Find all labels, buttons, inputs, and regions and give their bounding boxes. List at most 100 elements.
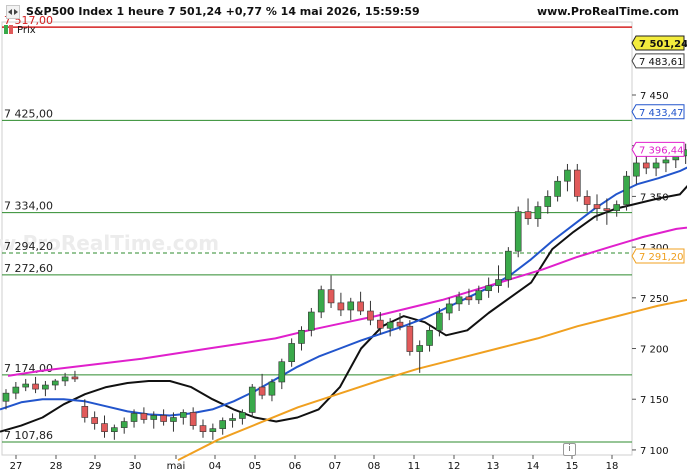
moving-average-line <box>7 226 687 377</box>
horizontal-level-label[interactable]: 7 425,00 <box>4 107 53 120</box>
x-axis-tick-label: 08 <box>368 461 381 472</box>
price-tag-label: 7 291,20 <box>639 252 684 263</box>
candle-body <box>150 415 158 420</box>
x-axis-tick-label: 12 <box>448 461 461 472</box>
candle-body <box>120 421 128 428</box>
candle-body <box>308 311 315 331</box>
plot-area <box>1 21 633 456</box>
candle-body <box>42 384 49 390</box>
candle-body <box>642 162 650 169</box>
price-tag: 7 501,24 <box>631 35 687 51</box>
candle-body <box>170 417 177 422</box>
candle-body <box>416 345 424 352</box>
price-legend[interactable]: Prix <box>4 25 36 36</box>
price-tag-label: 7 396,44 <box>639 145 684 156</box>
x-axis-tick-label: 30 <box>129 461 142 472</box>
price-tag-label: 7 501,24 <box>639 39 687 50</box>
candle-body <box>337 302 345 311</box>
y-axis-tick-label: 7 350 <box>640 192 669 203</box>
candle-body <box>199 425 207 432</box>
x-axis-tick-label: 06 <box>289 461 302 472</box>
candle-body <box>81 406 89 418</box>
x-axis-tick-label: 18 <box>606 461 619 472</box>
candle-body <box>534 206 542 220</box>
candle-body <box>455 296 463 305</box>
horizontal-level-label[interactable]: 7 334,00 <box>4 200 53 213</box>
candle-body <box>101 423 108 432</box>
candle-body <box>386 321 394 329</box>
moving-average-line <box>177 298 687 461</box>
candle-body <box>505 250 512 280</box>
candle-body <box>652 162 660 169</box>
x-axis-tick-label: 27 <box>10 461 23 472</box>
candle-body <box>514 211 522 252</box>
candle-body <box>268 381 276 396</box>
candle-body <box>317 289 325 313</box>
candle-body <box>475 290 483 301</box>
candle-body <box>189 412 197 426</box>
x-axis-tick-label: 29 <box>89 461 102 472</box>
candle-body <box>248 386 256 413</box>
moving-average-line <box>0 185 687 433</box>
horizontal-level-label[interactable]: 7 294,20 <box>4 240 53 253</box>
x-axis-tick-label: 13 <box>487 461 500 472</box>
candle-body <box>554 180 561 197</box>
price-tag: 7 291,20 <box>631 248 685 264</box>
info-icon[interactable]: i <box>563 443 576 456</box>
x-axis-tick-label: 07 <box>329 461 342 472</box>
candle-body <box>180 412 187 418</box>
chart-title: S&P500 Index 1 heure 7 501,24 +0,77 % 14… <box>26 5 420 18</box>
candle-body <box>219 420 226 429</box>
price-tag-box <box>631 141 685 157</box>
watermark: www.ProRealTime.com <box>0 231 219 255</box>
candle-body <box>71 376 79 380</box>
candle-body <box>367 310 374 321</box>
horizontal-level-label[interactable]: 7 107,86 <box>4 429 53 442</box>
y-axis-tick-label: 7 250 <box>640 294 669 305</box>
candle-body <box>623 175 630 205</box>
website-link[interactable]: www.ProRealTime.com <box>536 5 679 18</box>
x-axis-tick-label: 28 <box>50 461 63 472</box>
candle-body <box>603 208 611 211</box>
candle-body <box>485 285 492 292</box>
candle-body <box>564 169 571 182</box>
down-candle-swatch-icon <box>9 25 13 34</box>
candle-body <box>573 169 581 197</box>
candle-body <box>130 413 138 422</box>
price-tag-label: 7 483,61 <box>639 57 684 68</box>
candle-body <box>111 427 118 432</box>
candle-body <box>32 383 39 390</box>
price-tag: 7 433,47 <box>631 104 685 120</box>
price-tag-box <box>631 53 685 69</box>
candle-body <box>22 383 30 388</box>
price-tag: 7 396,44 <box>631 141 685 157</box>
candle-body <box>239 412 246 419</box>
candle-body <box>229 418 236 421</box>
candle-body <box>436 312 443 331</box>
candle-body <box>524 211 532 220</box>
y-axis-tick-label: 7 450 <box>640 91 669 102</box>
candle-body <box>160 415 167 422</box>
candle-body <box>209 428 217 432</box>
candle-body <box>465 296 473 301</box>
candle-body <box>258 386 266 396</box>
price-tag-box <box>631 35 685 51</box>
candle-body <box>544 196 552 207</box>
candle-body <box>396 321 404 327</box>
y-axis-tick-label: 7 150 <box>640 395 669 406</box>
candle-body <box>593 204 601 209</box>
x-axis-tick-label: 04 <box>209 461 222 472</box>
horizontal-level-label[interactable]: 7 272,60 <box>4 262 53 275</box>
candle-body <box>426 329 433 346</box>
candle-body <box>495 279 502 286</box>
candle-body <box>278 361 286 383</box>
candle-body <box>376 319 384 329</box>
candle-body <box>91 417 98 424</box>
y-axis-tick-label: 7 100 <box>640 446 669 457</box>
panel-toggle-icon[interactable] <box>6 5 20 19</box>
candle-body <box>140 413 148 420</box>
x-axis-tick-label: 11 <box>408 461 421 472</box>
price-tag-box <box>631 104 685 120</box>
x-axis-tick-label: 15 <box>566 461 579 472</box>
